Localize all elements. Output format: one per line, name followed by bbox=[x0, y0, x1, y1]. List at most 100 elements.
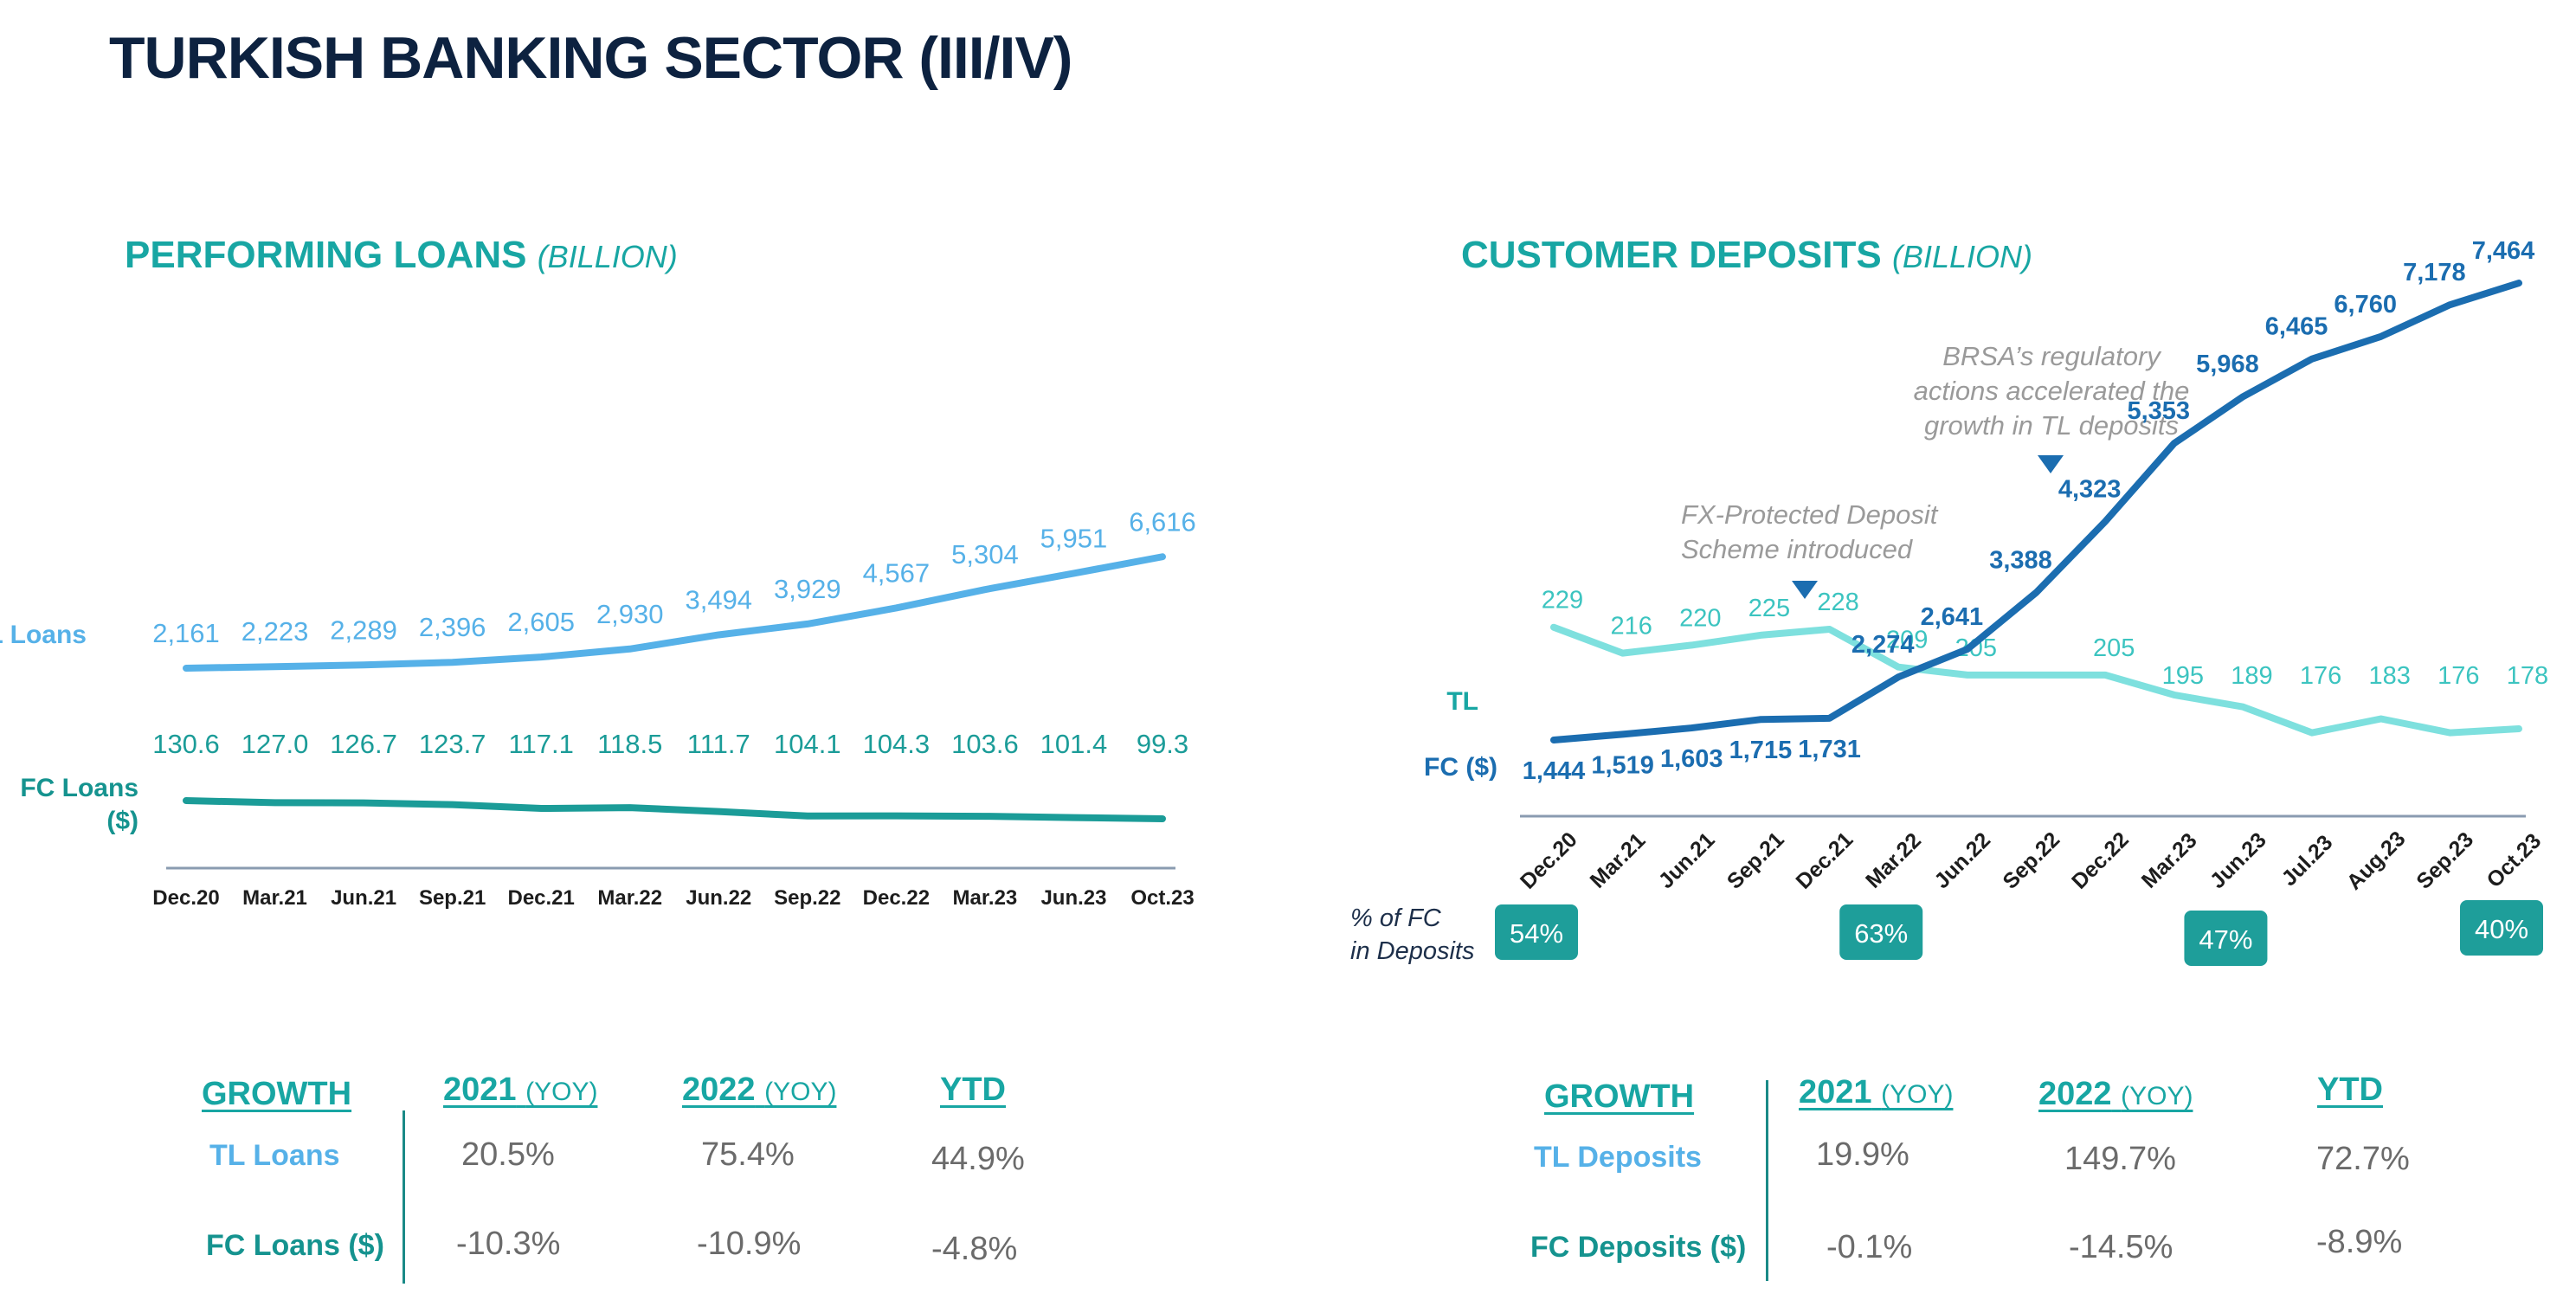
fc-deposits-series-label: TL bbox=[1446, 687, 1478, 716]
col-2022-year: 2022 bbox=[2038, 1076, 2112, 1112]
tl-deposits-data-label: 7,464 bbox=[2472, 237, 2535, 265]
tl-loans-line bbox=[183, 553, 1166, 672]
deposits-x-tick-label: Jun.22 bbox=[1929, 827, 1995, 893]
fc-loans-data-label: 103.6 bbox=[951, 729, 1019, 759]
tl-deposits-line bbox=[1550, 280, 2522, 743]
fc-loans-data-label: 123.7 bbox=[419, 729, 486, 759]
deposits-x-tick-label: Mar.23 bbox=[2137, 828, 2202, 893]
deposits-x-tick-label: Jun.23 bbox=[2206, 827, 2271, 893]
loans-chart: TL Loans FC Loans ($) Dec.20 Mar.21 Jun.21… bbox=[0, 506, 1196, 910]
col-2022-header: 2022 (YOY) bbox=[2038, 1076, 2193, 1113]
deposits-x-tick-label: Jul.23 bbox=[2277, 830, 2337, 891]
tl-deposits-ytd: 72.7% bbox=[2316, 1141, 2410, 1177]
fc-share-badge bbox=[2184, 911, 2268, 966]
col-2022-sub: (YOY) bbox=[764, 1078, 837, 1106]
deposits-section-title: CUSTOMER DEPOSITS (BILLION) bbox=[1461, 234, 2032, 277]
loans-title: PERFORMING LOANS bbox=[125, 234, 527, 276]
tl-loans-series-label: TL Loans bbox=[0, 621, 87, 649]
fc-loans-data-label: 117.1 bbox=[509, 729, 574, 759]
tl-deposits-data-label: 1,715 bbox=[1729, 737, 1793, 764]
loans-x-tick-label: Dec.20 bbox=[152, 886, 219, 910]
fc-loans-data-label: 99.3 bbox=[1137, 729, 1188, 759]
fc-deposits-data-label: 176 bbox=[2300, 662, 2341, 690]
row-label-fc-loans: FC Loans ($) bbox=[206, 1229, 384, 1262]
fc-loans-data-label: 127.0 bbox=[242, 729, 309, 759]
deposits-x-tick-label: Jun.21 bbox=[1654, 827, 1720, 893]
fc-deposits-data-label: 220 bbox=[1679, 604, 1721, 632]
deposits-x-tick-label: Sep.23 bbox=[2412, 827, 2478, 894]
fc-share-value: 47% bbox=[2199, 924, 2252, 955]
fc-share-value: 63% bbox=[1854, 918, 1908, 949]
tl-loans-ytd: 44.9% bbox=[931, 1141, 1025, 1177]
fc-deposits-data-label: 229 bbox=[1542, 587, 1583, 615]
growth-header: GROWTH bbox=[1544, 1078, 1695, 1115]
row-label-tl-deposits: TL Deposits bbox=[1534, 1141, 1702, 1174]
deposits-title: CUSTOMER DEPOSITS bbox=[1461, 234, 1882, 276]
tl-deposits-data-label: 5,968 bbox=[2196, 351, 2259, 378]
fc-deposits-data-label: 216 bbox=[1610, 613, 1652, 640]
tl-loans-data-label: 5,304 bbox=[951, 539, 1019, 570]
col-2022-header: 2022 (YOY) bbox=[682, 1072, 836, 1109]
col-2021-sub: (YOY) bbox=[525, 1078, 598, 1106]
fc-deposits-data-label: 176 bbox=[2438, 662, 2479, 690]
fc-deposits-data-label: 183 bbox=[2369, 662, 2411, 690]
tl-loans-data-label: 2,289 bbox=[330, 615, 397, 645]
row-label-tl-loans: TL Loans bbox=[209, 1139, 340, 1172]
table-divider bbox=[1766, 1080, 1768, 1281]
deposits-x-tick-label: Sep.22 bbox=[1998, 827, 2064, 894]
fc-share-label-line1: % of FC bbox=[1350, 904, 1442, 932]
fc-share-label-line2: in Deposits bbox=[1350, 937, 1474, 965]
triangle-marker-icon bbox=[1792, 581, 1818, 599]
fc-loans-data-label: 130.6 bbox=[152, 729, 220, 759]
deposits-x-tick-label: Mar.22 bbox=[1861, 828, 1926, 893]
table-divider bbox=[402, 1110, 405, 1284]
fc-loans-series-label-unit: ($) bbox=[106, 807, 138, 835]
fc-share-badge bbox=[2460, 900, 2543, 956]
loans-section-title: PERFORMING LOANS (BILLION) bbox=[125, 234, 678, 277]
fc-loans-data-label: 118.5 bbox=[597, 729, 662, 759]
fc-share-badge bbox=[1495, 904, 1578, 960]
tl-deposits-data-label: 1,444 bbox=[1523, 757, 1586, 785]
tl-deposits-data-label: 4,323 bbox=[2058, 476, 2122, 504]
col-2021-sub: (YOY) bbox=[1881, 1080, 1954, 1109]
fc-loans-ytd: -4.8% bbox=[931, 1231, 1018, 1267]
fc-deposits-data-label: 205 bbox=[2093, 634, 2135, 662]
annotation-fx: FX-Protected Deposit Scheme introduced bbox=[1681, 499, 1939, 564]
tl-loans-2022: 75.4% bbox=[701, 1136, 795, 1173]
triangle-marker-icon bbox=[2038, 455, 2064, 473]
loans-x-tick-label: Jun.23 bbox=[1040, 886, 1106, 910]
deposits-x-tick-label: Dec.22 bbox=[2067, 827, 2134, 894]
annotation-brsa-line2: actions accelerated the bbox=[1914, 376, 2190, 406]
tl-deposits-data-label: 2,641 bbox=[1921, 603, 1984, 631]
tl-deposits-data-label: 6,760 bbox=[2334, 291, 2397, 319]
annotation-brsa-line3: growth in TL deposits bbox=[1924, 410, 2179, 441]
fc-loans-series-label: FC Loans bbox=[20, 774, 138, 802]
tl-loans-data-label: 2,396 bbox=[419, 612, 486, 642]
col-2022-year: 2022 bbox=[682, 1072, 756, 1108]
loans-x-tick-label: Sep.22 bbox=[774, 886, 840, 910]
deposits-unit: (BILLION) bbox=[1891, 239, 2032, 274]
fc-deposits-data-label: 225 bbox=[1748, 595, 1790, 622]
tl-loans-data-label: 2,605 bbox=[507, 607, 575, 637]
fc-deposits-data-label: 189 bbox=[2231, 662, 2272, 690]
fc-share-value: 40% bbox=[2475, 914, 2528, 944]
tl-deposits-data-label: 6,465 bbox=[2265, 313, 2328, 341]
fc-loans-line bbox=[183, 797, 1166, 822]
fc-deposits-2022: -14.5% bbox=[2069, 1229, 2174, 1265]
loans-x-tick-label: Dec.22 bbox=[863, 886, 930, 910]
tl-deposits-data-label: 1,731 bbox=[1798, 736, 1861, 763]
tl-deposits-data-label: 1,603 bbox=[1660, 745, 1723, 773]
loans-x-tick-label: Sep.21 bbox=[419, 886, 486, 910]
fc-deposits-ytd: -8.9% bbox=[2316, 1224, 2403, 1260]
fc-share-badge bbox=[1839, 904, 1923, 960]
tl-deposits-data-label: 5,353 bbox=[2127, 397, 2190, 425]
deposits-x-tick-label: Aug.23 bbox=[2342, 827, 2411, 895]
tl-deposits-data-label: 2,274 bbox=[1852, 631, 1915, 659]
row-label-fc-deposits: FC Deposits ($) bbox=[1530, 1231, 1747, 1264]
loans-x-tick-label: Jun.22 bbox=[686, 886, 751, 910]
tl-deposits-2022: 149.7% bbox=[2064, 1141, 2176, 1177]
loans-x-tick-label: Oct.23 bbox=[1130, 886, 1194, 910]
tl-loans-data-label: 4,567 bbox=[863, 557, 931, 588]
deposits-x-tick-label: Mar.21 bbox=[1586, 828, 1651, 893]
fc-loans-2021: -10.3% bbox=[456, 1226, 561, 1262]
